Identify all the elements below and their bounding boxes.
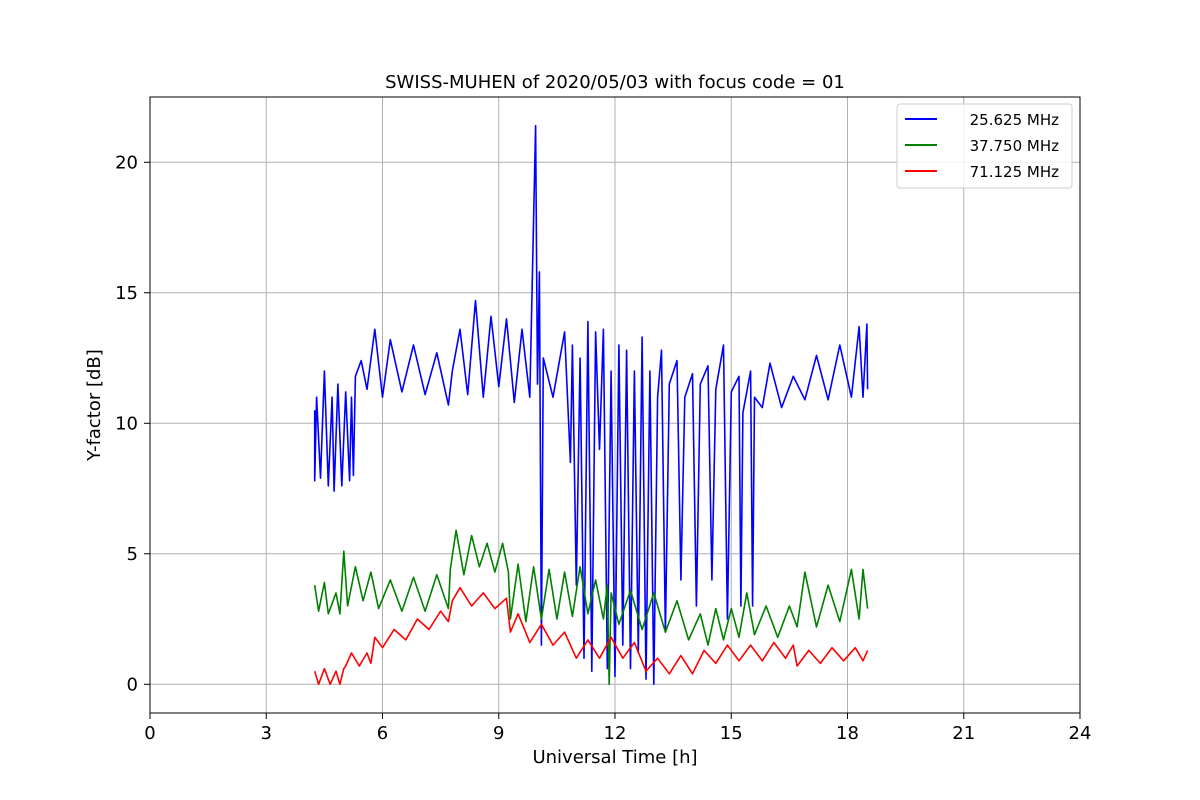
legend-label-25-625-mhz: 25.625 MHz [970,111,1059,129]
y-axis-label: Y-factor [dB] [84,349,105,462]
plot-series [313,124,869,686]
legend-items: 25.625 MHz 37.750 MHz 71.125 MHz [905,111,1059,181]
y-tick-label: 0 [127,674,138,695]
x-axis-label: Universal Time [h] [532,747,697,768]
x-tick-label: 18 [836,723,859,744]
x-axis-ticks: 0 3 6 9 12 15 18 21 24 [144,713,1091,744]
series-line-71-125-mhz [313,586,869,686]
y-tick-label: 5 [127,544,138,565]
x-tick-label: 9 [493,723,504,744]
x-tick-label: 0 [144,723,155,744]
y-tick-label: 10 [115,413,138,434]
x-tick-label: 24 [1069,723,1092,744]
x-tick-label: 21 [952,723,975,744]
legend: 25.625 MHz 37.750 MHz 71.125 MHz [896,103,1073,189]
y-tick-label: 20 [115,152,138,173]
chart-title: SWISS-MUHEN of 2020/05/03 with focus cod… [385,72,845,93]
x-tick-label: 6 [377,723,388,744]
legend-label-71-125-mhz: 71.125 MHz [970,163,1059,181]
x-tick-label: 12 [604,723,627,744]
legend-label-37-750-mhz: 37.750 MHz [970,137,1059,155]
y-axis-ticks: 0 5 10 15 20 [115,152,150,695]
series-line-37-750-mhz [313,529,869,686]
x-tick-label: 15 [720,723,743,744]
x-tick-label: 3 [261,723,272,744]
legend-box [896,103,1073,189]
series-line-25-625-mhz [313,124,869,686]
y-tick-label: 15 [115,283,138,304]
